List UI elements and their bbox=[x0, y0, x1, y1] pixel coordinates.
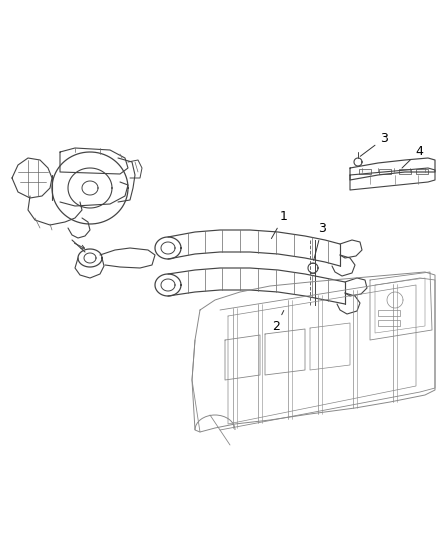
Bar bbox=[378, 320, 400, 326]
Text: 3: 3 bbox=[314, 222, 326, 260]
Text: 2: 2 bbox=[272, 311, 284, 333]
Bar bbox=[379, 169, 391, 174]
Bar bbox=[378, 310, 400, 316]
Text: 4: 4 bbox=[402, 145, 423, 168]
Text: 1: 1 bbox=[272, 210, 288, 239]
Bar bbox=[399, 169, 411, 174]
Bar bbox=[416, 169, 428, 174]
Bar bbox=[359, 169, 371, 174]
Text: 3: 3 bbox=[360, 132, 388, 156]
